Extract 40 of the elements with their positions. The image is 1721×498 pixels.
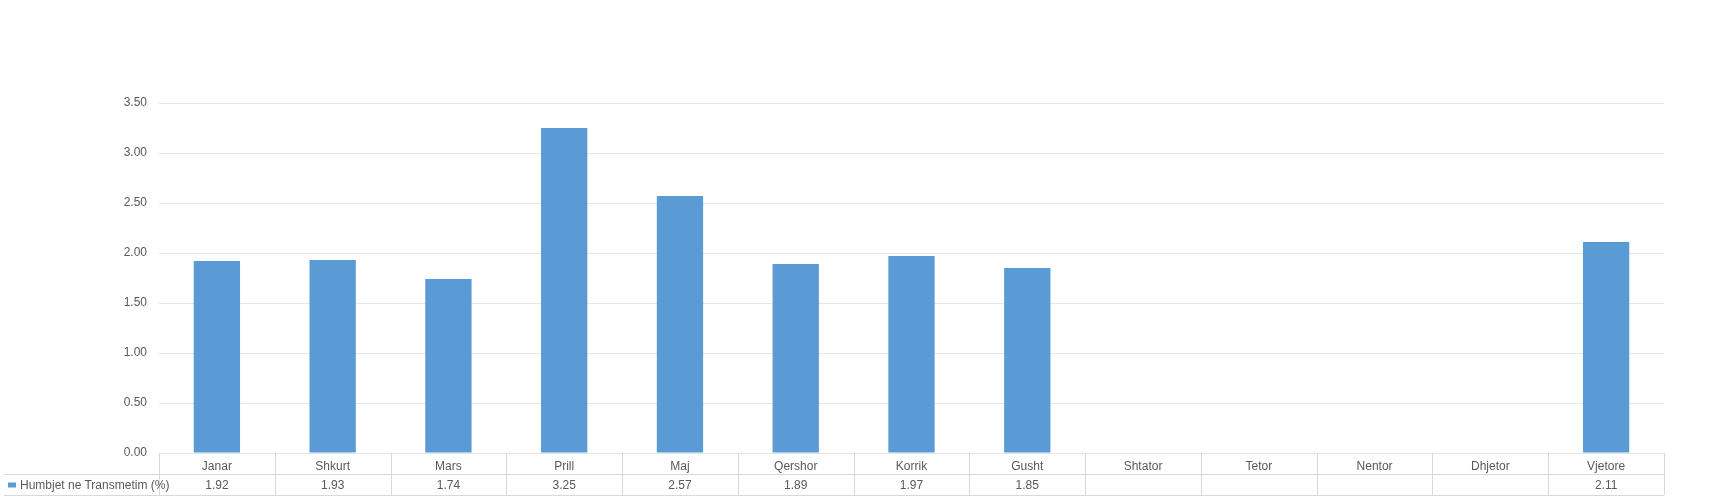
x-tick-label: Mars — [435, 458, 462, 473]
x-tick-label: Shkurt — [315, 458, 351, 473]
bar — [888, 256, 935, 453]
bar — [772, 264, 819, 453]
data-label: 1.85 — [1015, 477, 1040, 492]
x-tick-label: Janar — [201, 458, 232, 473]
x-tick-label: Prill — [554, 458, 575, 473]
y-tick-label: 0.50 — [123, 395, 148, 410]
y-tick-label: 0.00 — [123, 445, 148, 460]
bar — [1582, 242, 1630, 453]
bar — [309, 260, 356, 453]
bar — [425, 279, 472, 453]
x-tick-label: Nentor — [1356, 458, 1393, 473]
y-tick-label: 3.00 — [123, 145, 148, 160]
x-tick-label: Dhjetor — [1471, 458, 1510, 473]
data-label: 1.92 — [205, 477, 229, 492]
y-tick-label: 2.50 — [123, 195, 148, 210]
x-tick-label: Shtator — [1123, 458, 1163, 473]
legend-label: Humbjet ne Transmetim (%) — [20, 477, 170, 492]
data-label: 1.74 — [436, 477, 461, 492]
bar — [193, 261, 241, 453]
x-tick-label: Korrik — [895, 458, 929, 473]
data-label: 3.25 — [552, 477, 577, 492]
bar — [541, 128, 588, 453]
data-label: 1.93 — [320, 477, 345, 492]
x-tick-label: Qershor — [774, 458, 818, 473]
x-tick-label: Vjetore — [1587, 458, 1626, 473]
y-tick-label: 1.00 — [123, 345, 148, 360]
x-tick-label: Maj — [670, 458, 690, 473]
bar — [1004, 268, 1051, 453]
y-tick-label: 2.00 — [123, 245, 148, 260]
data-label: 1.97 — [899, 477, 924, 492]
data-label: 2.57 — [668, 477, 692, 492]
x-tick-label: Gusht — [1011, 458, 1044, 473]
y-tick-label: 1.50 — [123, 295, 148, 310]
data-label: 1.89 — [784, 477, 808, 492]
bar — [656, 196, 704, 453]
y-tick-label: 3.50 — [123, 95, 148, 110]
data-label: 2.11 — [1594, 477, 1618, 492]
x-tick-label: Tetor — [1245, 458, 1273, 473]
